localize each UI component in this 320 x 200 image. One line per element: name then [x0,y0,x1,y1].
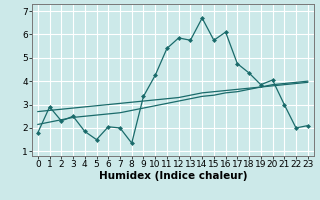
X-axis label: Humidex (Indice chaleur): Humidex (Indice chaleur) [99,171,247,181]
